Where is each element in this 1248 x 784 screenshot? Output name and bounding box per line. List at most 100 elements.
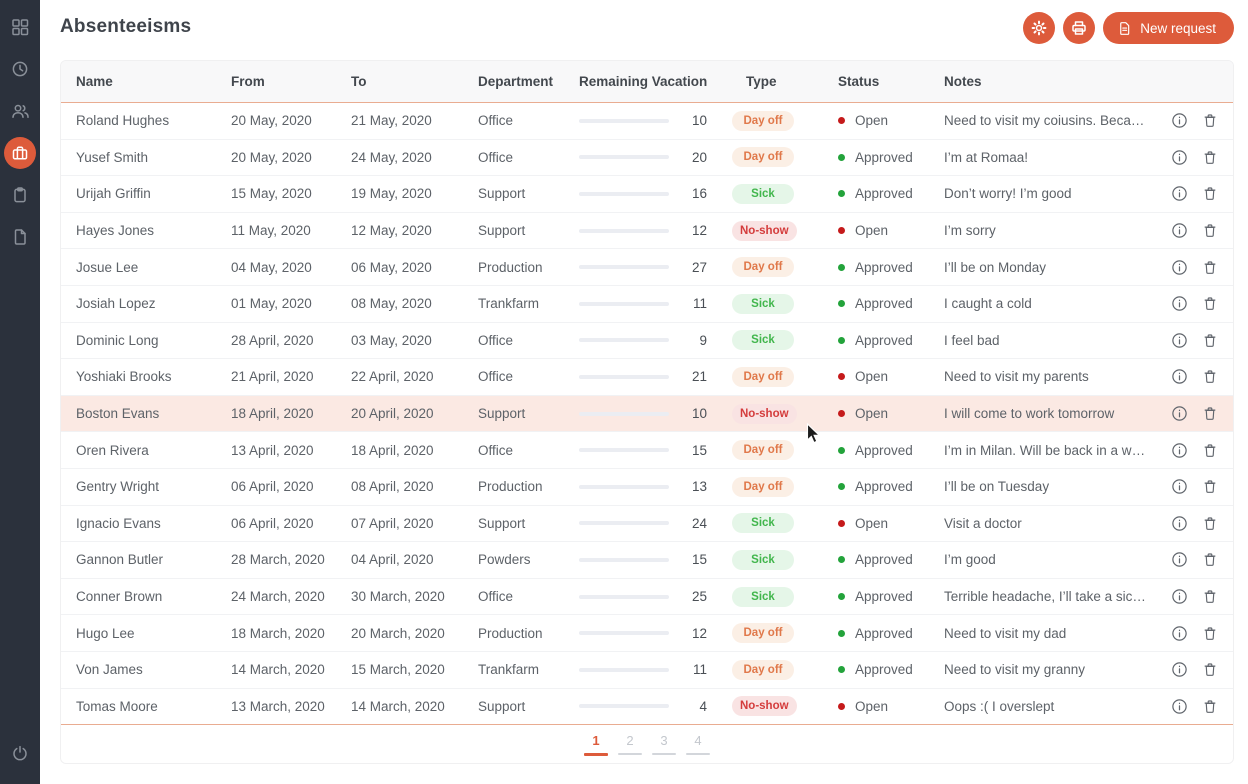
info-icon[interactable] [1171, 478, 1188, 495]
page-button-3[interactable]: 3 [652, 733, 676, 756]
trash-icon[interactable] [1202, 588, 1218, 605]
table-row[interactable]: Roland Hughes 20 May, 2020 21 May, 2020 … [61, 103, 1233, 140]
table-row[interactable]: Urijah Griffin 15 May, 2020 19 May, 2020… [61, 176, 1233, 213]
status-dot [838, 593, 845, 601]
sidebar-item-documents[interactable] [0, 216, 40, 258]
page-button-1[interactable]: 1 [584, 733, 608, 756]
table-row[interactable]: Yusef Smith 20 May, 2020 24 May, 2020 Of… [61, 140, 1233, 177]
table-row[interactable]: Von James 14 March, 2020 15 March, 2020 … [61, 652, 1233, 689]
vacation-remaining-value: 11 [692, 662, 707, 678]
cell-name: Urijah Griffin [76, 186, 151, 202]
table-row[interactable]: Boston Evans 18 April, 2020 20 April, 20… [61, 395, 1233, 433]
cell-name: Dominic Long [76, 332, 159, 348]
new-request-button[interactable]: New request [1103, 12, 1234, 44]
info-icon[interactable] [1171, 405, 1188, 422]
info-icon[interactable] [1171, 588, 1188, 605]
cell-name: Hayes Jones [76, 223, 155, 239]
trash-icon[interactable] [1202, 442, 1218, 459]
table-row[interactable]: Josiah Lopez 01 May, 2020 08 May, 2020 T… [61, 286, 1233, 323]
trash-icon[interactable] [1202, 698, 1218, 715]
info-icon[interactable] [1171, 625, 1188, 642]
cell-from: 28 March, 2020 [231, 552, 325, 568]
cell-status: Approved [838, 589, 944, 604]
vacation-bar-track [579, 191, 669, 196]
table-row[interactable]: Josue Lee 04 May, 2020 06 May, 2020 Prod… [61, 249, 1233, 286]
cell-actions [1156, 112, 1218, 129]
cell-to: 12 May, 2020 [351, 223, 432, 239]
trash-icon[interactable] [1202, 185, 1218, 202]
table-header-row: Name From To Department Remaining Vacati… [61, 61, 1233, 103]
table-row[interactable]: Conner Brown 24 March, 2020 30 March, 20… [61, 579, 1233, 616]
trash-icon[interactable] [1202, 478, 1218, 495]
sidebar-item-dashboard[interactable] [0, 6, 40, 48]
sidebar-item-logout[interactable] [0, 732, 40, 774]
print-button[interactable] [1063, 12, 1096, 44]
cell-notes: I’m good [944, 552, 996, 568]
table-row[interactable]: Yoshiaki Brooks 21 April, 2020 22 April,… [61, 359, 1233, 396]
trash-icon[interactable] [1202, 368, 1218, 385]
trash-icon[interactable] [1202, 332, 1218, 349]
info-icon[interactable] [1171, 368, 1188, 385]
info-icon[interactable] [1171, 332, 1188, 349]
trash-icon[interactable] [1202, 259, 1218, 276]
info-icon[interactable] [1171, 661, 1188, 678]
trash-icon[interactable] [1202, 222, 1218, 239]
table-row[interactable]: Dominic Long 28 April, 2020 03 May, 2020… [61, 323, 1233, 360]
cell-actions [1156, 405, 1218, 422]
info-icon[interactable] [1171, 698, 1188, 715]
cell-to: 08 April, 2020 [351, 479, 434, 495]
table-row[interactable]: Ignacio Evans 06 April, 2020 07 April, 2… [61, 506, 1233, 543]
table-row[interactable]: Tomas Moore 13 March, 2020 14 March, 202… [61, 689, 1233, 726]
info-icon[interactable] [1171, 551, 1188, 568]
trash-icon[interactable] [1202, 149, 1218, 166]
cell-notes: I’ll be on Tuesday [944, 479, 1050, 495]
table-row[interactable]: Gannon Butler 28 March, 2020 04 April, 2… [61, 542, 1233, 579]
sidebar-item-absenteeisms[interactable] [0, 132, 40, 174]
cell-actions [1156, 332, 1218, 349]
info-icon[interactable] [1171, 259, 1188, 276]
sidebar-item-tasks[interactable] [0, 174, 40, 216]
cell-name: Conner Brown [76, 589, 163, 605]
cell-remaining-vacation: 12 [579, 223, 738, 238]
vacation-bar-track [579, 411, 669, 416]
vacation-remaining-value: 15 [691, 552, 707, 568]
cell-type: No-show [732, 403, 838, 424]
settings-button[interactable] [1023, 12, 1056, 44]
column-header-type: Type [746, 74, 777, 89]
cell-remaining-vacation: 9 [579, 333, 738, 348]
page-button-2[interactable]: 2 [618, 733, 642, 756]
status-dot [838, 519, 845, 527]
type-badge: Day off [732, 110, 794, 131]
table-row[interactable]: Gentry Wright 06 April, 2020 08 April, 2… [61, 469, 1233, 506]
info-icon[interactable] [1171, 185, 1188, 202]
cell-actions [1156, 222, 1218, 239]
table-row[interactable]: Hayes Jones 11 May, 2020 12 May, 2020 Su… [61, 213, 1233, 250]
trash-icon[interactable] [1202, 625, 1218, 642]
info-icon[interactable] [1171, 295, 1188, 312]
trash-icon[interactable] [1202, 551, 1218, 568]
status-label: Open [855, 406, 889, 422]
table-row[interactable]: Hugo Lee 18 March, 2020 20 March, 2020 P… [61, 615, 1233, 652]
status-dot [838, 483, 845, 491]
page-button-4[interactable]: 4 [686, 733, 710, 756]
cell-department: Trankfarm [478, 662, 540, 678]
info-icon[interactable] [1171, 149, 1188, 166]
status-label: Approved [855, 149, 913, 165]
trash-icon[interactable] [1202, 112, 1218, 129]
info-icon[interactable] [1171, 515, 1188, 532]
trash-icon[interactable] [1202, 295, 1218, 312]
info-icon[interactable] [1171, 112, 1188, 129]
cell-notes: Need to visit my dad [944, 625, 1067, 641]
sidebar-item-employees[interactable] [0, 90, 40, 132]
trash-icon[interactable] [1202, 515, 1218, 532]
sidebar-item-history[interactable] [0, 48, 40, 90]
table-row[interactable]: Oren Rivera 13 April, 2020 18 April, 202… [61, 432, 1233, 469]
cell-remaining-vacation: 24 [579, 516, 738, 531]
info-icon[interactable] [1171, 222, 1188, 239]
trash-icon[interactable] [1202, 405, 1218, 422]
info-icon[interactable] [1171, 442, 1188, 459]
cell-status: Approved [838, 150, 944, 165]
trash-icon[interactable] [1202, 661, 1218, 678]
power-icon [13, 745, 27, 761]
cell-name: Josiah Lopez [76, 296, 156, 312]
